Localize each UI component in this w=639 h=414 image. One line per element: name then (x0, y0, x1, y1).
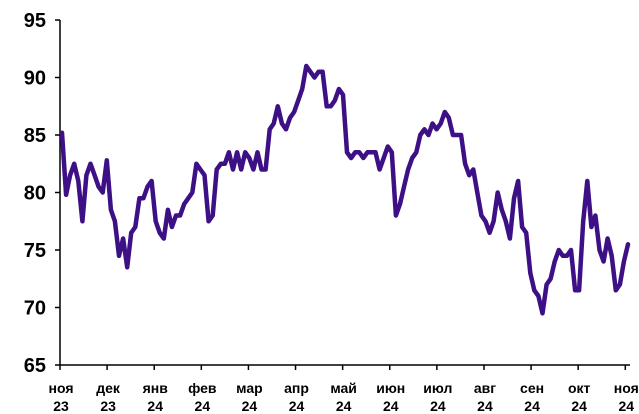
x-tick-year-label: 24 (430, 398, 446, 414)
x-tick-year-label: 24 (571, 398, 587, 414)
x-tick-year-label: 24 (289, 398, 305, 414)
y-tick-label: 85 (24, 125, 46, 147)
x-tick-year-label: 23 (100, 398, 116, 414)
y-tick-label: 75 (24, 240, 46, 262)
x-tick-month-label: фев (188, 380, 217, 396)
x-tick-month-label: сен (520, 380, 544, 396)
x-tick-year-label: 24 (242, 398, 258, 414)
x-tick-month-label: ноя (614, 380, 639, 396)
x-tick-labels: ноя 23 дек 23 янв 24 фев 24 мар 24 апр 24 май 24 июн 24… (49, 365, 639, 414)
x-tick-month-label: июл (423, 380, 452, 396)
x-tick-month-label: ноя (49, 380, 74, 396)
x-tick-month-label: окт (568, 380, 591, 396)
x-tick-month-label: апр (284, 380, 309, 396)
x-tick-year-label: 24 (336, 398, 352, 414)
x-tick-year-label: 24 (195, 398, 211, 414)
x-tick-year-label: 23 (53, 398, 69, 414)
y-tick-labels: 65 70 75 80 85 90 95 (24, 10, 60, 377)
y-tick-label: 80 (24, 183, 46, 205)
x-tick-year-label: 24 (619, 398, 635, 414)
y-tick-label: 70 (24, 298, 46, 320)
x-tick-month-label: май (330, 380, 357, 396)
x-tick-month-label: дек (96, 380, 121, 396)
x-tick-year-label: 24 (147, 398, 163, 414)
y-tick-label: 65 (24, 355, 46, 377)
y-tick-label: 90 (24, 68, 46, 90)
series (59, 63, 631, 316)
x-tick-year-label: 24 (383, 398, 399, 414)
y-tick-label: 95 (24, 10, 46, 32)
x-tick-month-label: авг (474, 380, 496, 396)
x-tick-year-label: 24 (524, 398, 540, 414)
x-tick-month-label: мар (236, 380, 263, 396)
series-line (59, 63, 631, 316)
x-tick-month-label: янв (143, 380, 169, 396)
x-tick-month-label: июн (376, 380, 405, 396)
x-tick-year-label: 24 (477, 398, 493, 414)
